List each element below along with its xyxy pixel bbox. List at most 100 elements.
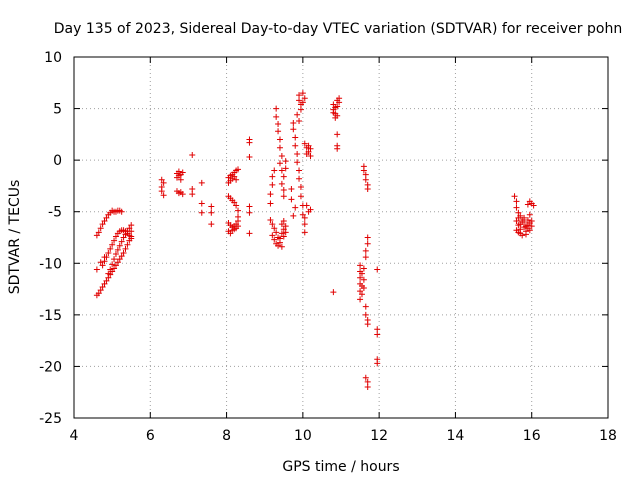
- data-point: [519, 232, 526, 239]
- data-point: [118, 208, 125, 215]
- data-point: [374, 331, 381, 338]
- data-points: [93, 90, 537, 391]
- data-point: [330, 101, 337, 108]
- y-tick-label: 5: [53, 102, 62, 118]
- data-point: [358, 270, 365, 277]
- plot-frame: [73, 56, 609, 419]
- data-point: [334, 145, 341, 152]
- data-point: [278, 167, 285, 174]
- data-point: [513, 204, 520, 211]
- data-point: [99, 262, 106, 269]
- data-point: [158, 176, 165, 183]
- data-point: [374, 360, 381, 367]
- data-point: [301, 214, 308, 221]
- y-tick-label: -5: [48, 205, 62, 221]
- data-point: [360, 265, 367, 272]
- data-point: [246, 139, 253, 146]
- data-point: [299, 99, 306, 106]
- data-point: [93, 232, 100, 239]
- data-point: [513, 217, 520, 224]
- data-point: [297, 193, 304, 200]
- y-tick-label: -15: [39, 308, 62, 324]
- data-point: [101, 254, 108, 261]
- data-point: [524, 201, 531, 208]
- data-point: [280, 226, 287, 233]
- data-point: [126, 232, 133, 239]
- data-point: [515, 209, 522, 216]
- x-tick-label: 4: [70, 428, 79, 444]
- data-point: [297, 106, 304, 113]
- data-point: [267, 191, 274, 198]
- data-point: [120, 234, 127, 241]
- data-point: [364, 378, 371, 385]
- data-point: [301, 95, 308, 102]
- data-point: [97, 259, 104, 266]
- data-point: [246, 209, 253, 216]
- data-point: [101, 280, 108, 287]
- data-point: [278, 230, 285, 237]
- data-point: [111, 237, 118, 244]
- data-point: [358, 291, 365, 298]
- data-point: [208, 221, 215, 228]
- x-tick-label: 10: [294, 428, 312, 444]
- data-point: [114, 259, 121, 266]
- data-point: [282, 158, 289, 165]
- data-point: [278, 243, 285, 250]
- data-point: [526, 211, 533, 218]
- data-point: [357, 288, 364, 295]
- data-point: [288, 186, 295, 193]
- data-point: [511, 193, 518, 200]
- data-point: [517, 221, 524, 228]
- data-point: [118, 253, 125, 260]
- data-point: [357, 274, 364, 281]
- data-point: [233, 202, 240, 209]
- data-point: [513, 198, 520, 205]
- data-point: [269, 221, 276, 228]
- data-point: [198, 179, 205, 186]
- data-point: [107, 266, 114, 273]
- data-point: [189, 151, 196, 158]
- data-point: [273, 113, 280, 120]
- data-point: [299, 90, 306, 97]
- data-point: [114, 246, 121, 253]
- data-point: [271, 167, 278, 174]
- data-point: [282, 223, 289, 230]
- data-point: [95, 290, 102, 297]
- axis-ticks: [73, 56, 609, 419]
- data-point: [301, 229, 308, 236]
- data-point: [189, 191, 196, 198]
- y-tick-label: -10: [39, 256, 62, 272]
- data-point: [296, 92, 303, 99]
- data-point: [296, 117, 303, 124]
- data-point: [101, 217, 108, 224]
- data-point: [299, 211, 306, 218]
- data-point: [95, 229, 102, 236]
- data-point: [93, 266, 100, 273]
- data-point: [267, 200, 274, 207]
- data-point: [530, 202, 537, 209]
- data-point: [374, 326, 381, 333]
- data-point: [282, 229, 289, 236]
- data-point: [198, 209, 205, 216]
- data-point: [288, 196, 295, 203]
- data-point: [360, 167, 367, 174]
- data-point: [357, 296, 364, 303]
- data-point: [231, 173, 238, 180]
- data-point: [362, 374, 369, 381]
- data-point: [280, 217, 287, 224]
- data-point: [271, 236, 278, 243]
- data-point: [296, 167, 303, 174]
- data-point: [374, 266, 381, 273]
- data-point: [111, 256, 118, 263]
- data-point: [294, 150, 301, 157]
- data-point: [109, 261, 116, 268]
- data-point: [528, 223, 535, 230]
- data-point: [364, 234, 371, 241]
- grid-lines: [74, 57, 608, 418]
- data-point: [116, 242, 123, 249]
- data-point: [246, 203, 253, 210]
- data-point: [103, 277, 110, 284]
- data-point: [521, 219, 528, 226]
- data-point: [280, 193, 287, 200]
- data-point: [269, 181, 276, 188]
